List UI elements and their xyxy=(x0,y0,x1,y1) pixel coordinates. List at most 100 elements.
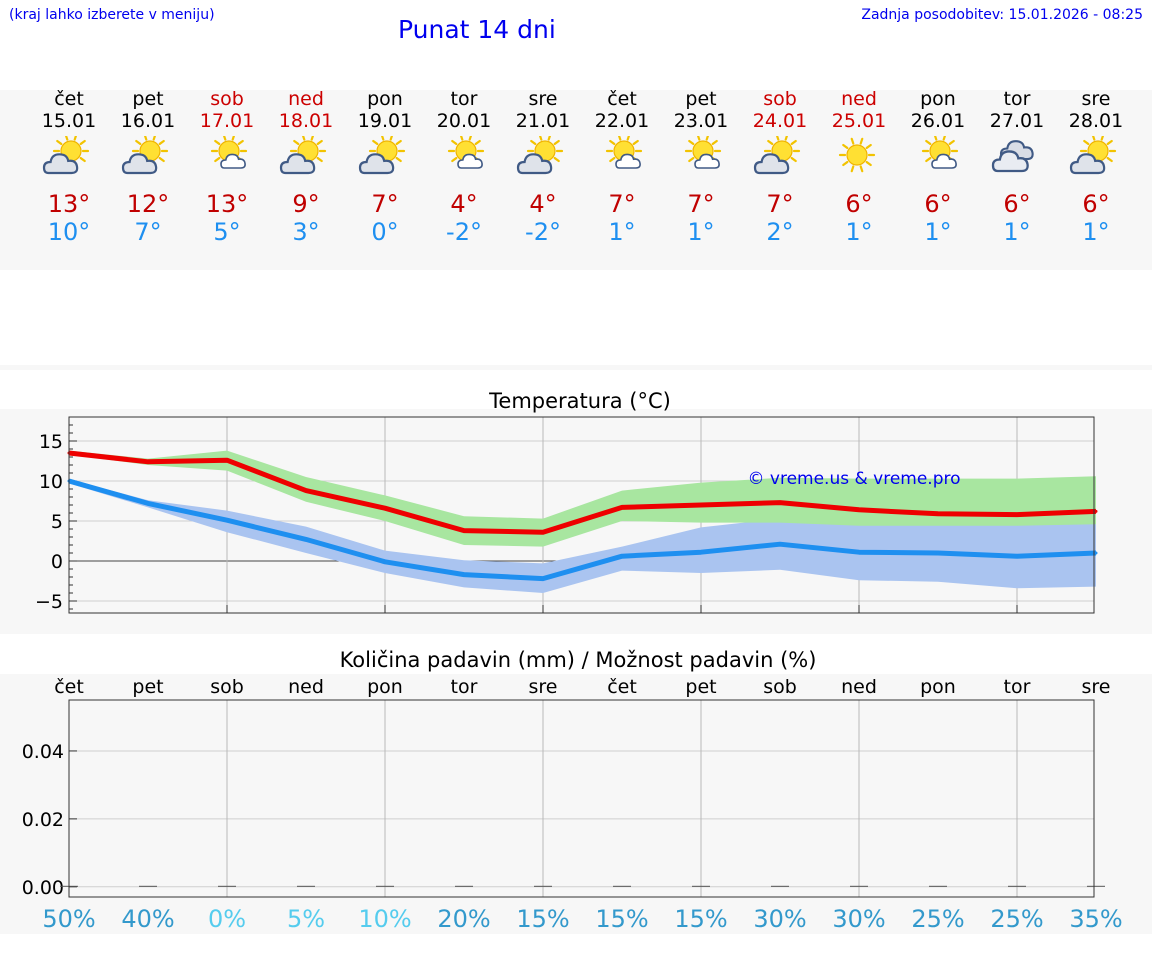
day-name: tor xyxy=(450,88,478,110)
precipitation-bar xyxy=(534,885,552,887)
day-date: 24.01 xyxy=(752,110,808,132)
day-name: ned xyxy=(288,88,324,110)
max-temperature-point xyxy=(225,458,229,462)
precipitation-bar xyxy=(613,885,631,887)
day-date: 27.01 xyxy=(989,110,1045,132)
day-date: 16.01 xyxy=(120,110,176,132)
min-temperature-point xyxy=(383,560,387,564)
cloud-shape xyxy=(220,153,246,169)
cloud-shape xyxy=(694,153,720,169)
precipitation-probability-label: 40% xyxy=(121,905,174,933)
x-category-label: pet xyxy=(685,676,716,698)
max-temperature: 7° xyxy=(766,190,794,218)
sun-cloud-icon xyxy=(516,136,564,175)
x-category-label: čet xyxy=(54,676,84,698)
min-temperature: 2° xyxy=(766,218,794,246)
max-temperature: 9° xyxy=(292,190,320,218)
min-temperature: 1° xyxy=(845,218,873,246)
cloud-shape xyxy=(279,153,316,175)
day-column: sob 17.01 13° 5° xyxy=(187,88,267,246)
day-name: sre xyxy=(1081,88,1111,110)
day-date: 25.01 xyxy=(831,110,887,132)
sun-cloud-icon xyxy=(121,136,169,175)
temperature-chart-title: Temperatura (°C) xyxy=(488,389,671,413)
x-category-label: sre xyxy=(1082,676,1111,698)
precipitation-plot-frame xyxy=(68,699,1095,898)
sun-cloud-icon xyxy=(42,136,90,175)
min-temperature-point xyxy=(936,551,940,555)
max-temperature: 6° xyxy=(845,190,873,218)
max-temperature-point xyxy=(146,460,150,464)
min-temperature: 1° xyxy=(608,218,636,246)
y-tick-label: 10 xyxy=(39,471,63,493)
x-category-label: sob xyxy=(763,676,797,698)
location-hint[interactable]: (kraj lahko izberete v meniju) xyxy=(9,7,215,23)
min-temperature-point xyxy=(304,537,308,541)
precipitation-bar xyxy=(218,885,236,887)
x-category-label: pon xyxy=(367,676,403,698)
min-temperature-point xyxy=(778,542,782,546)
precipitation-probability-label: 50% xyxy=(42,905,95,933)
x-category-label: sre xyxy=(529,676,558,698)
max-temperature-line xyxy=(68,450,1097,535)
day-column: ned 25.01 6° 1° xyxy=(819,88,899,246)
precipitation-probability-label: 25% xyxy=(990,905,1043,933)
sun-small-cloud-icon xyxy=(684,136,722,169)
day-date: 23.01 xyxy=(673,110,729,132)
max-temperature: 6° xyxy=(1082,190,1110,218)
day-date: 18.01 xyxy=(278,110,334,132)
min-temperature-point xyxy=(462,573,466,577)
min-temperature: 1° xyxy=(1082,218,1110,246)
watermark-link[interactable]: © vreme.us & vreme.pro xyxy=(747,469,960,489)
y-tick-label: 0.04 xyxy=(22,741,64,763)
y-tick-label: −5 xyxy=(35,591,63,613)
min-temperature-point xyxy=(699,550,703,554)
max-temperature-point xyxy=(1094,509,1098,513)
max-temperature-point xyxy=(857,508,861,512)
precipitation-bar xyxy=(376,885,394,887)
min-temperature: 1° xyxy=(1003,218,1031,246)
day-date: 28.01 xyxy=(1068,110,1124,132)
precipitation-probability-label: 0% xyxy=(208,905,246,933)
precipitation-bar xyxy=(771,885,789,887)
precipitation-probability-label: 10% xyxy=(358,905,411,933)
min-temperature: 5° xyxy=(213,218,241,246)
cloud-shape xyxy=(615,153,641,169)
min-temperature-range-band xyxy=(69,479,1096,593)
cloud-shape xyxy=(121,153,158,175)
max-temperature-point xyxy=(304,489,308,493)
page-title: Punat 14 dni xyxy=(398,15,556,44)
precipitation-bar xyxy=(455,885,473,887)
max-temperature: 12° xyxy=(126,190,170,218)
min-temperature-line xyxy=(68,478,1097,582)
day-name: sre xyxy=(528,88,558,110)
day-column: ned 18.01 9° 3° xyxy=(266,88,346,246)
sun-cloud-icon xyxy=(753,136,801,175)
day-name: tor xyxy=(1003,88,1031,110)
x-category-label: ned xyxy=(288,676,324,698)
forecast-strip-background xyxy=(0,90,1152,270)
min-temperature: -2° xyxy=(446,218,482,246)
x-category-label: pet xyxy=(132,676,163,698)
y-tick-label: 0 xyxy=(51,551,63,573)
cloud-shape xyxy=(457,153,483,169)
temperature-plot-frame xyxy=(68,416,1095,614)
x-category-label: sob xyxy=(210,676,244,698)
max-temperature-point xyxy=(541,530,545,534)
day-column: sre 28.01 6° 1° xyxy=(1056,88,1136,246)
max-temperature: 7° xyxy=(687,190,715,218)
day-column: sre 21.01 4° -2° xyxy=(503,88,583,246)
max-temperature-point xyxy=(1015,513,1019,517)
cloud-shape xyxy=(753,153,790,175)
last-update: Zadnja posodobitev: 15.01.2026 - 08:25 xyxy=(861,7,1143,23)
day-name: čet xyxy=(54,88,84,110)
precipitation-probability-label: 25% xyxy=(911,905,964,933)
precipitation-bar xyxy=(297,885,315,887)
day-date: 19.01 xyxy=(357,110,413,132)
max-temperature-point xyxy=(936,512,940,516)
max-temperature: 6° xyxy=(924,190,952,218)
max-temperature-point xyxy=(620,505,624,509)
precipitation-probability-label: 15% xyxy=(595,905,648,933)
sun-small-cloud-icon xyxy=(605,136,643,169)
